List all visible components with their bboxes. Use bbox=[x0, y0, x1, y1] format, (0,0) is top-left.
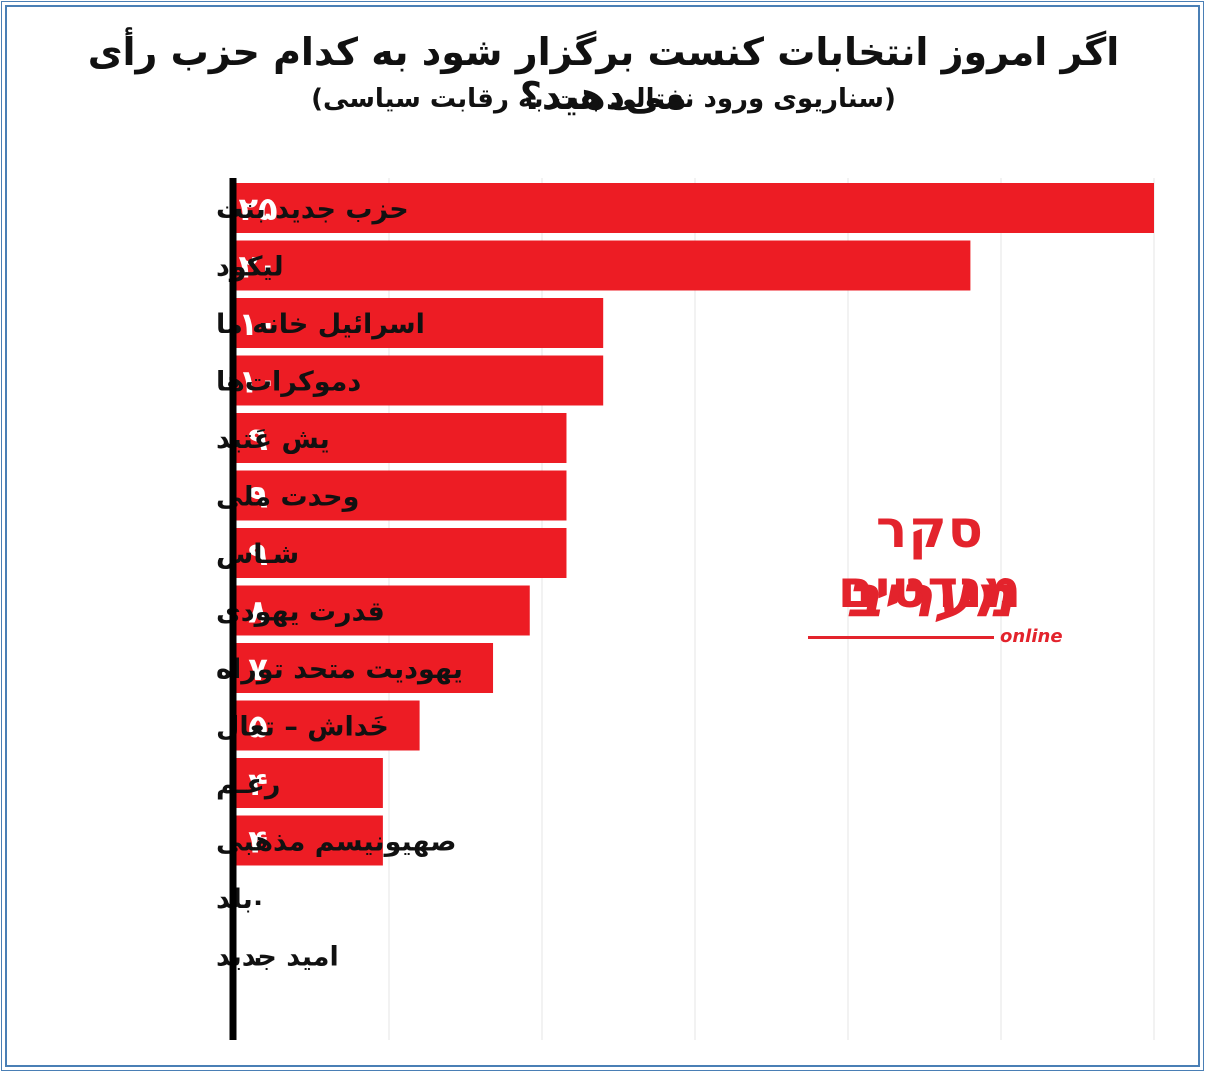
category-label: خَداش – تعال bbox=[216, 712, 389, 743]
bar bbox=[236, 355, 604, 406]
bar bbox=[236, 298, 604, 348]
bar bbox=[236, 815, 383, 866]
category-label: حزب جدید بنت bbox=[216, 194, 409, 225]
chart-subtitle: (سناریوی ورود نفتالی بنت به رقابت سیاسی) bbox=[311, 84, 896, 114]
brand-online: online bbox=[1000, 626, 1063, 647]
bar bbox=[236, 528, 567, 578]
brand-name: מעריב bbox=[846, 562, 1014, 630]
value-label: ۹ bbox=[248, 535, 268, 573]
value-label: ۴ bbox=[248, 765, 268, 803]
bar bbox=[236, 240, 971, 291]
bar bbox=[236, 183, 1154, 233]
inner-frame bbox=[5, 5, 1200, 1067]
brand-poll-title: סקר מנדטים bbox=[837, 500, 1023, 620]
maariv-logo: סקר מנדטים מעריב online bbox=[790, 500, 1070, 660]
brand-underline bbox=[808, 636, 994, 639]
bar bbox=[236, 585, 530, 636]
category-label: یهودیت متحد توراه bbox=[216, 654, 463, 685]
value-label: ۰ bbox=[250, 945, 266, 975]
category-label: وحدت ملی bbox=[216, 482, 359, 513]
value-label: ۹ bbox=[248, 420, 268, 458]
category-label: قدرت یهودی bbox=[216, 597, 385, 628]
value-label: ۹ bbox=[248, 478, 268, 516]
value-label: ۲۵ bbox=[238, 190, 277, 228]
bar bbox=[236, 413, 567, 463]
value-label: ۷ bbox=[248, 650, 268, 688]
category-label: رعـم bbox=[216, 769, 280, 800]
category-label: صهیونیسم مذهبی bbox=[216, 827, 456, 858]
bar bbox=[236, 470, 567, 521]
category-label: لیکود bbox=[216, 252, 284, 283]
value-label: ۲۰ bbox=[238, 248, 277, 286]
bar bbox=[236, 758, 383, 808]
value-label: ۵ bbox=[248, 708, 268, 746]
category-label: شـاس bbox=[216, 539, 299, 570]
value-label: ۱۰ bbox=[238, 363, 277, 401]
bar bbox=[236, 643, 494, 693]
value-label: ۸ bbox=[248, 593, 268, 631]
value-label: ۴ bbox=[248, 823, 268, 861]
bar bbox=[236, 700, 420, 751]
category-label: دموکرات‌ها bbox=[216, 367, 361, 398]
category-label: اسرائیل خانه ما bbox=[216, 309, 425, 340]
value-label: ۰ bbox=[250, 887, 266, 917]
chart-title: اگر امروز انتخابات کنست برگزار شود به کد… bbox=[87, 30, 1120, 118]
value-label: ۱۰ bbox=[238, 305, 277, 343]
